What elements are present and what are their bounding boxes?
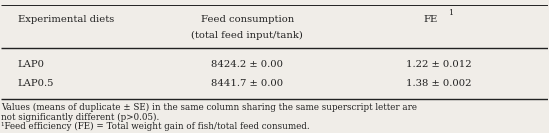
Text: Values (means of duplicate ± SE) in the same column sharing the same superscript: Values (means of duplicate ± SE) in the … — [2, 103, 417, 112]
Text: 8424.2 ± 0.00: 8424.2 ± 0.00 — [211, 60, 283, 69]
Text: (total feed input/tank): (total feed input/tank) — [191, 31, 303, 40]
Text: Experimental diets: Experimental diets — [18, 15, 114, 24]
Text: ¹Feed efficiency (FE) = Total weight gain of fish/total feed consumed.: ¹Feed efficiency (FE) = Total weight gai… — [2, 122, 310, 131]
Text: 1: 1 — [448, 9, 453, 17]
Text: 1.22 ± 0.012: 1.22 ± 0.012 — [406, 60, 471, 69]
Text: Feed consumption: Feed consumption — [200, 15, 294, 24]
Text: 1.38 ± 0.002: 1.38 ± 0.002 — [406, 79, 471, 88]
Text: LAP0: LAP0 — [18, 60, 45, 69]
Text: LAP0.5: LAP0.5 — [18, 79, 54, 88]
Text: not significantly different (p>0.05).: not significantly different (p>0.05). — [2, 113, 160, 122]
Text: FE: FE — [423, 15, 438, 24]
Text: 8441.7 ± 0.00: 8441.7 ± 0.00 — [211, 79, 283, 88]
